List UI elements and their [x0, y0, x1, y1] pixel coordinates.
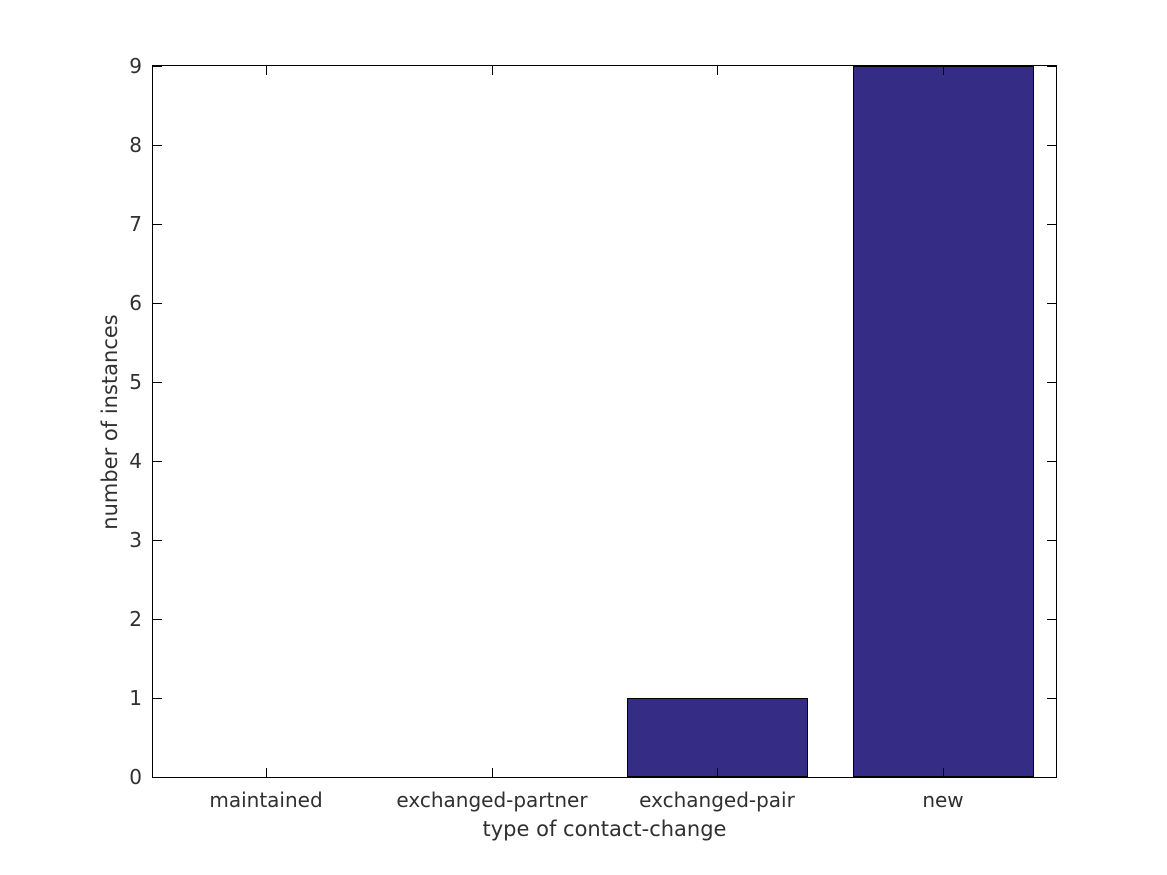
- y-tick-mark-left: [153, 777, 162, 778]
- y-tick-mark-left: [153, 540, 162, 541]
- y-tick-mark-left: [153, 303, 162, 304]
- x-tick-mark-bottom: [943, 768, 944, 777]
- bar-exchanged-pair: [627, 698, 808, 777]
- y-tick-mark-right: [1047, 145, 1056, 146]
- x-axis-title: type of contact-change: [482, 817, 727, 841]
- y-tick-label: 6: [129, 291, 142, 315]
- y-tick-mark-left: [153, 619, 162, 620]
- y-tick-mark-right: [1047, 619, 1056, 620]
- y-tick-label: 4: [129, 449, 142, 473]
- y-tick-mark-left: [153, 698, 162, 699]
- x-tick-mark-bottom: [492, 768, 493, 777]
- y-tick-label: 8: [129, 133, 142, 157]
- y-tick-label: 3: [129, 528, 142, 552]
- y-tick-mark-left: [153, 66, 162, 67]
- y-tick-label: 2: [129, 607, 142, 631]
- y-tick-mark-right: [1047, 303, 1056, 304]
- x-tick-label: exchanged-pair: [639, 788, 795, 812]
- y-tick-mark-right: [1047, 540, 1056, 541]
- y-tick-mark-left: [153, 224, 162, 225]
- y-tick-mark-left: [153, 461, 162, 462]
- x-tick-label: maintained: [209, 788, 323, 812]
- y-tick-label: 7: [129, 212, 142, 236]
- x-tick-mark-bottom: [266, 768, 267, 777]
- x-tick-mark-top: [717, 66, 718, 75]
- y-tick-mark-right: [1047, 777, 1056, 778]
- x-tick-mark-top: [943, 66, 944, 75]
- y-tick-label: 1: [129, 686, 142, 710]
- x-tick-label: new: [922, 788, 964, 812]
- y-tick-mark-right: [1047, 698, 1056, 699]
- y-tick-mark-right: [1047, 461, 1056, 462]
- y-axis-title: number of instances: [98, 313, 122, 530]
- x-tick-mark-bottom: [717, 768, 718, 777]
- x-tick-mark-top: [266, 66, 267, 75]
- y-tick-label: 9: [129, 54, 142, 78]
- y-tick-mark-left: [153, 382, 162, 383]
- y-tick-label: 5: [129, 370, 142, 394]
- plot-area: [152, 65, 1057, 778]
- y-tick-mark-right: [1047, 382, 1056, 383]
- y-tick-mark-right: [1047, 224, 1056, 225]
- y-tick-mark-right: [1047, 66, 1056, 67]
- x-tick-mark-top: [492, 66, 493, 75]
- bar-new: [853, 66, 1034, 777]
- y-tick-mark-left: [153, 145, 162, 146]
- y-tick-label: 0: [129, 765, 142, 789]
- x-tick-label: exchanged-partner: [396, 788, 588, 812]
